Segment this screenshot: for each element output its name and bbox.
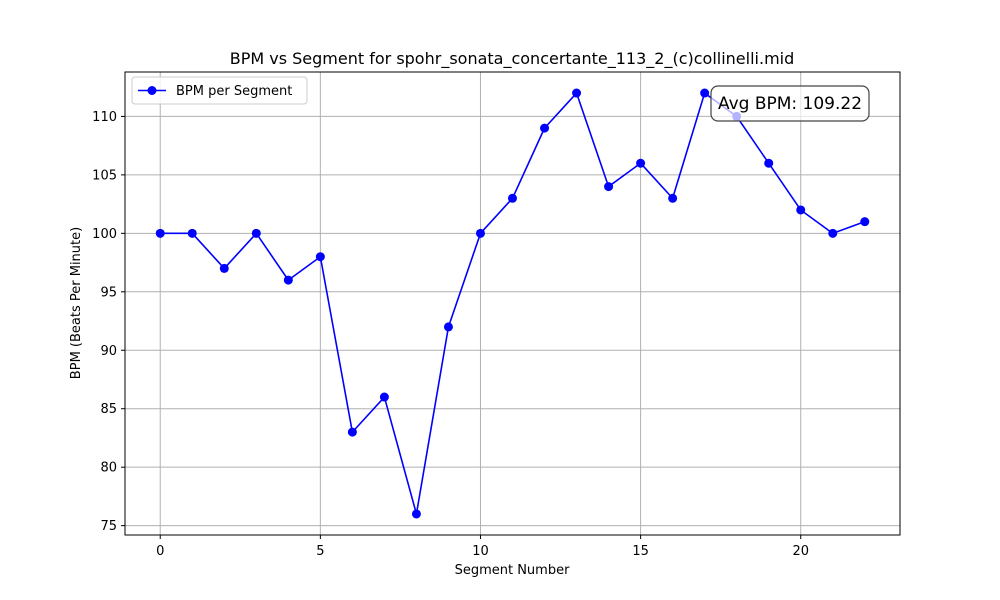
data-point (700, 88, 710, 98)
data-point (604, 182, 614, 192)
plot-frame (124, 71, 901, 536)
legend-label: BPM per Segment (176, 84, 292, 99)
x-tick-label: 10 (472, 544, 489, 559)
data-point (475, 228, 485, 238)
y-tick-label: 110 (92, 110, 117, 125)
data-point (860, 217, 870, 227)
y-tick-label: 90 (100, 344, 117, 359)
data-point (443, 322, 453, 332)
y-axis-label: BPM (Beats Per Minute) (69, 227, 84, 379)
legend-marker-swatch (147, 86, 157, 95)
ticks: 0 5 10 15 20 75 80 85 90 95 100 105 110 (92, 110, 809, 559)
legend-box (131, 76, 308, 105)
x-tick-label: 20 (792, 544, 809, 559)
data-point (379, 392, 389, 402)
annotation-box (710, 85, 870, 122)
data-point (283, 275, 293, 285)
data-point (155, 228, 165, 238)
legend: BPM per Segment (131, 76, 308, 105)
x-tick-label: 15 (632, 544, 649, 559)
data-point (508, 193, 517, 203)
chart-title: BPM vs Segment for spohr_sonata_concerta… (230, 49, 795, 69)
data-point (315, 252, 325, 262)
x-axis-label: Segment Number (455, 563, 571, 578)
data-point (764, 158, 774, 168)
data-point (187, 228, 197, 238)
x-tick-label: 5 (316, 544, 324, 559)
data-point (347, 427, 357, 437)
y-tick-label: 95 (100, 285, 117, 300)
y-tick-label: 75 (100, 519, 117, 534)
x-tick-label: 0 (156, 544, 164, 559)
data-point (540, 123, 550, 133)
data-point (219, 263, 229, 273)
y-tick-label: 80 (100, 461, 117, 476)
average-annotation: Avg BPM: 109.22 (710, 85, 870, 122)
data-point (251, 228, 261, 238)
y-tick-label: 100 (92, 227, 117, 242)
data-point (668, 193, 678, 203)
data-point (636, 158, 646, 168)
data-point (411, 509, 421, 519)
y-tick-label: 85 (100, 402, 117, 417)
data-point (572, 88, 582, 98)
annotation-text: Avg BPM: 109.22 (718, 94, 862, 114)
grid (125, 72, 900, 535)
data-point (796, 205, 806, 215)
y-tick-label: 105 (92, 168, 117, 183)
data-point (828, 228, 838, 238)
series-layer (155, 88, 870, 519)
